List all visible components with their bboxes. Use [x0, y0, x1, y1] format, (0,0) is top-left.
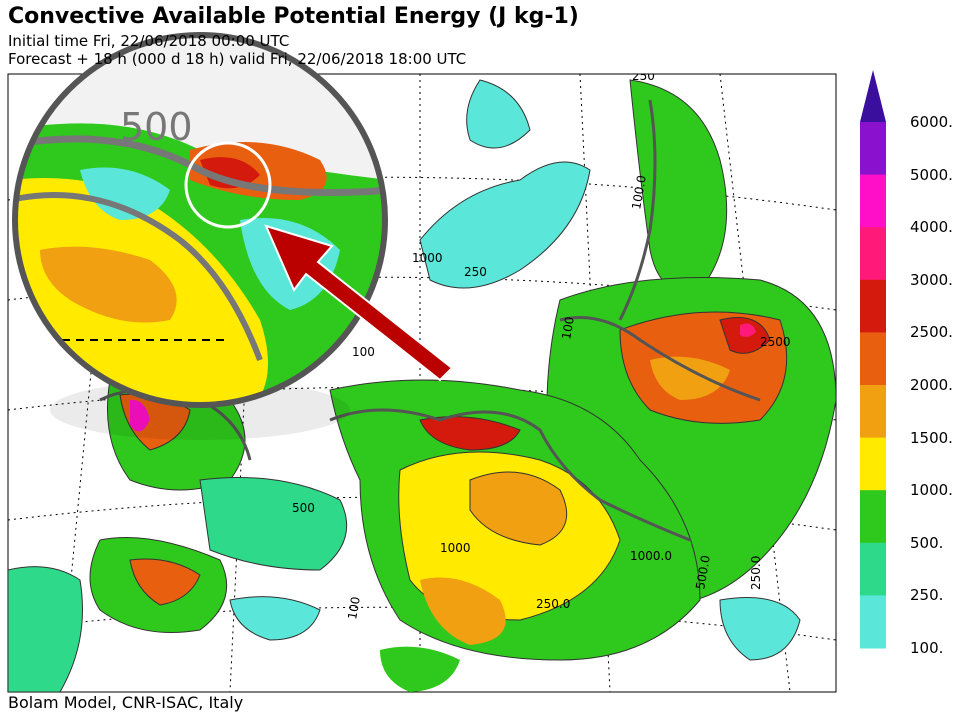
colorbar-swatch [860, 437, 886, 491]
contour-label: 250 [632, 69, 655, 83]
chart-title: Convective Available Potential Energy (J… [8, 4, 579, 29]
contour-label: 250 [464, 265, 487, 279]
zoom-inset: 500 [12, 32, 388, 408]
colorbar-label: 1500. [910, 428, 953, 447]
contour-label: 1000.0 [630, 549, 672, 563]
contour-label: 100.0 [629, 174, 649, 210]
contour-label: 500.0 [693, 554, 713, 590]
inset-frame [12, 32, 388, 408]
colorbar-swatch [860, 332, 886, 386]
colorbar-label: 2000. [910, 376, 953, 394]
model-credit: Bolam Model, CNR-ISAC, Italy [8, 693, 244, 712]
colorbar-swatch [860, 542, 886, 596]
contour-label: 100 [559, 316, 577, 341]
contour-label: 250.0 [536, 597, 570, 611]
colorbar-label: 5000. [910, 165, 953, 184]
contour-label: 2500 [760, 335, 791, 349]
colorbar-swatch [860, 279, 886, 333]
pointer-arrow [264, 224, 454, 382]
contour-label: 250.0 [749, 556, 763, 590]
colorbar-swatch [860, 174, 886, 228]
colorbar-swatch [860, 385, 886, 439]
contour-label: 500 [292, 501, 315, 515]
colorbar-extend-triangle [860, 70, 886, 122]
colorbar-label: 3000. [910, 270, 953, 289]
colorbar [860, 70, 886, 649]
colorbar-swatch [860, 227, 886, 281]
colorbar-label: 4000. [910, 218, 953, 237]
highlight-circle [184, 141, 272, 229]
contour-label: 1000 [412, 251, 443, 265]
contour-label: 1000 [440, 541, 471, 555]
inset-contour-label: 500 [120, 105, 193, 149]
contour-label: 100 [352, 345, 375, 359]
map-area: 250 100.0 1000 250 100 100 250 500 1000.… [7, 69, 837, 693]
colorbar-label: 250. [910, 586, 944, 605]
colorbar-label: 6000. [910, 113, 953, 131]
colorbar-swatch [860, 122, 886, 176]
colorbar-swatch [860, 490, 886, 544]
coastlines [99, 99, 761, 542]
colorbar-swatch [860, 595, 886, 649]
colorbar-label: 500. [910, 533, 944, 552]
colorbar-label: 2500. [910, 323, 953, 342]
forecast-time: Forecast + 18 h (000 d 18 h) valid Fri, … [8, 50, 467, 68]
colorbar-label: 1000. [910, 481, 953, 500]
initial-time: Initial time Fri, 22/06/2018 00:00 UTC [8, 32, 290, 50]
contour-label: 100 [345, 596, 363, 621]
colorbar-label: 100. [910, 639, 944, 657]
